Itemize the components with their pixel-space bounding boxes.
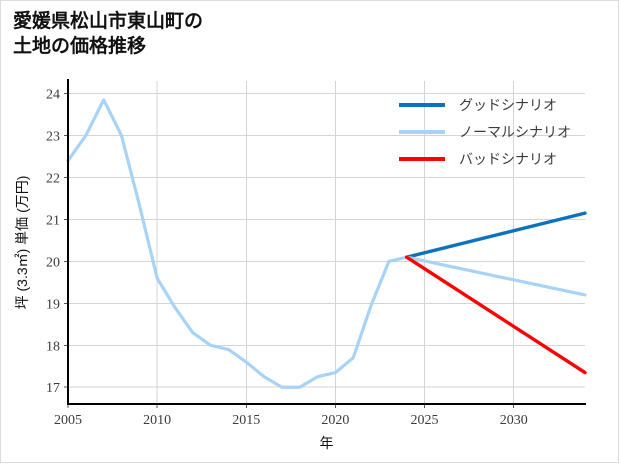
series-line-バッドシナリオ bbox=[405, 255, 587, 375]
y-tick-label: 20 bbox=[46, 255, 60, 270]
y-tick-label: 19 bbox=[46, 297, 60, 312]
series-line-実績 bbox=[66, 98, 409, 389]
legend-item: ノーマルシナリオ bbox=[399, 124, 571, 140]
y-tick-label: 23 bbox=[46, 130, 60, 145]
horizontal-gridlines bbox=[68, 93, 585, 388]
x-tick-label: 2025 bbox=[411, 413, 439, 428]
legend-item: グッドシナリオ bbox=[399, 97, 557, 113]
x-axis-title: 年 bbox=[320, 435, 334, 451]
legend-label: ノーマルシナリオ bbox=[459, 124, 571, 140]
y-tick-label: 21 bbox=[46, 213, 60, 228]
vertical-gridlines bbox=[67, 81, 515, 404]
y-tick-label: 22 bbox=[46, 171, 60, 186]
page-title: 愛媛県松山市東山町の 土地の価格推移 bbox=[13, 11, 204, 58]
x-tick-label: 2015 bbox=[232, 413, 260, 428]
series-line-グッドシナリオ bbox=[405, 211, 587, 259]
y-tick-label: 24 bbox=[46, 88, 60, 103]
series-lines bbox=[66, 98, 587, 389]
x-tick-label: 2005 bbox=[54, 413, 82, 428]
legend-label: バッドシナリオ bbox=[459, 151, 557, 167]
y-axis-title: 坪 (3.3㎡) 単価 (万円) bbox=[14, 176, 30, 310]
legend-label: グッドシナリオ bbox=[459, 97, 557, 113]
y-tick-label: 17 bbox=[46, 381, 60, 396]
series-line-ノーマルシナリオ bbox=[405, 255, 587, 297]
x-tick-label: 2020 bbox=[321, 413, 349, 428]
axis-titles: 坪 (3.3㎡) 単価 (万円) 年 bbox=[14, 176, 334, 451]
x-tick-label: 2010 bbox=[143, 413, 171, 428]
x-tick-label: 2030 bbox=[500, 413, 528, 428]
axis-tick-marks bbox=[64, 93, 515, 408]
y-axis-tick-labels: 17 18 19 20 21 22 23 24 bbox=[46, 88, 60, 397]
axis-spines bbox=[66, 79, 586, 406]
y-tick-label: 18 bbox=[46, 339, 60, 354]
x-axis-tick-labels: 2005 2010 2015 2020 2025 2030 bbox=[54, 413, 528, 428]
legend-item: バッドシナリオ bbox=[399, 151, 557, 167]
